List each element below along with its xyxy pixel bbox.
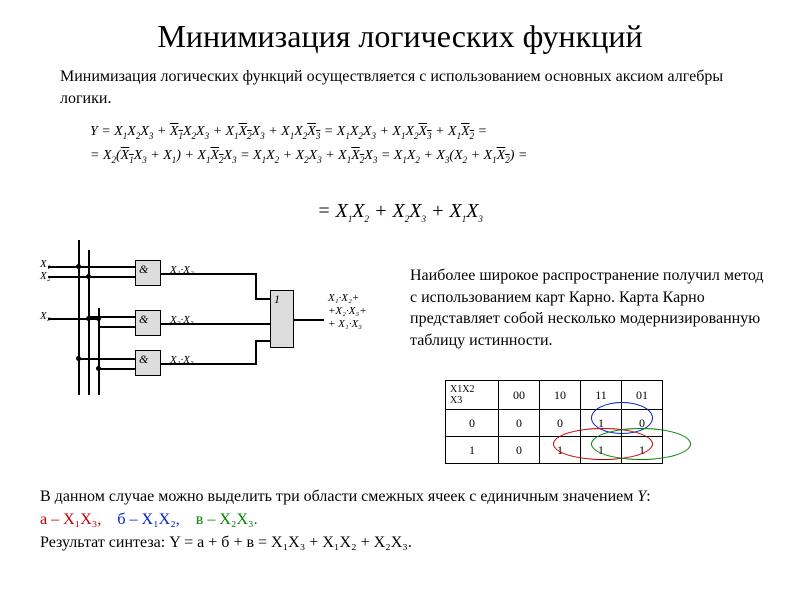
or-gate: 1 <box>270 290 294 348</box>
equation-derivation: Y = X1X2X3 + X1X2X3 + X1X2X3 + X1X2X3 = … <box>90 120 770 168</box>
k-col-01: 01 <box>622 381 663 410</box>
conclusion-paragraph: В данном случае можно выделить три облас… <box>40 485 770 555</box>
group-a-label: а – X₁X₃, <box>40 511 101 528</box>
k-col-00: 00 <box>499 381 540 410</box>
k-cell-0-00: 0 <box>499 410 540 437</box>
k-row-0: 0 <box>446 410 499 437</box>
k-col-11: 11 <box>581 381 622 410</box>
equation-result: = X1X2 + X2X3 + X1X3 <box>0 200 800 224</box>
k-cell-1-11: 1 <box>581 437 622 464</box>
and-gate-1: & <box>135 260 161 286</box>
k-cell-0-11: 1 <box>581 410 622 437</box>
k-col-10: 10 <box>540 381 581 410</box>
intro-paragraph: Минимизация логических функций осуществл… <box>60 66 760 109</box>
input-x2-label: X₂ <box>40 270 51 282</box>
k-cell-1-10: 1 <box>540 437 581 464</box>
or-out-label: X₁·X₂+ +X₂·X₃+ + X₁·X₃ <box>328 292 367 332</box>
input-x1-label: X₁ <box>40 258 51 270</box>
synthesis-result: Результат синтеза: Y = а + б + в = X₁X₃ … <box>40 534 412 551</box>
page-title: Минимизация логических функций <box>0 18 800 55</box>
karnaugh-paragraph: Наиболее широкое распространение получил… <box>410 265 770 351</box>
k-cell-0-10: 0 <box>540 410 581 437</box>
input-x3-label: X₃ <box>40 310 51 322</box>
k-cell-1-01: 1 <box>622 437 663 464</box>
k-cell-1-00: 0 <box>499 437 540 464</box>
and-gate-2: & <box>135 310 161 336</box>
karnaugh-rowvar: X1X2 <box>450 384 474 395</box>
k-cell-0-01: 0 <box>622 410 663 437</box>
logic-circuit-diagram: X₁ X₂ X₃ & & & X₁·X₂ X₂·X₃ X₁·X₃ 1 <box>40 230 400 410</box>
group-v-label: в – X₂X₃. <box>196 511 258 528</box>
k-row-1: 1 <box>446 437 499 464</box>
group-b-label: б – X₁X₂, <box>117 511 179 528</box>
karnaugh-colvar: X3 <box>450 395 462 406</box>
karnaugh-map: X1X2 X3 00 10 11 01 0 0 0 1 0 1 0 1 1 1 <box>445 380 663 464</box>
and-gate-3: & <box>135 350 161 376</box>
